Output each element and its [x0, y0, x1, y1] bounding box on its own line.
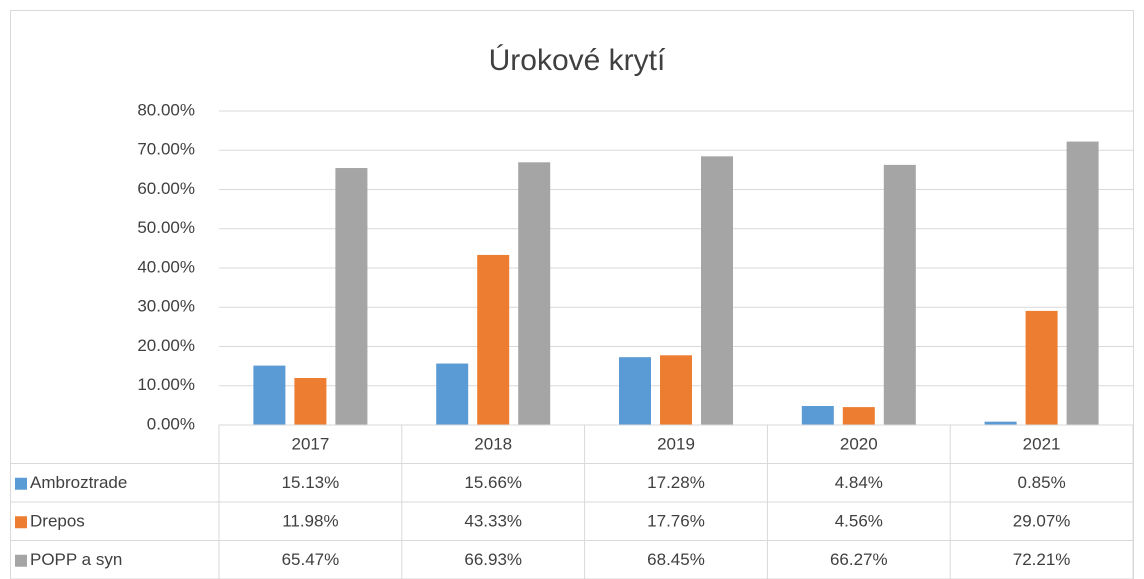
y-tick-label: 30.00%	[137, 297, 195, 316]
table-cell: 68.45%	[647, 550, 705, 569]
table-cell: 29.07%	[1013, 512, 1071, 531]
legend-label: Ambroztrade	[30, 473, 127, 492]
y-tick-label: 70.00%	[137, 140, 195, 159]
table-cell: 43.33%	[464, 512, 522, 531]
y-tick-label: 50.00%	[137, 218, 195, 237]
bar	[436, 363, 469, 425]
bar	[335, 168, 368, 425]
legend-label: POPP a syn	[30, 550, 122, 569]
bar	[701, 156, 733, 426]
table-cell: 11.98%	[282, 512, 338, 531]
table-cell: 4.84%	[835, 473, 883, 492]
legend-swatch	[15, 477, 27, 490]
chart-title: Úrokové krytí	[489, 44, 666, 77]
table-cell: 66.93%	[464, 550, 522, 569]
bar	[801, 406, 834, 425]
x-tick-label: 2018	[474, 435, 512, 454]
x-tick-label: 2020	[840, 435, 878, 454]
table-cell: 17.28%	[647, 473, 705, 492]
y-tick-label: 80.00%	[137, 100, 195, 119]
bar	[253, 365, 286, 425]
bar	[842, 407, 875, 425]
table-cell: 72.21%	[1013, 550, 1071, 569]
x-tick-label: 2017	[291, 435, 329, 454]
table-cell: 0.85%	[1017, 473, 1065, 492]
table-cell: 15.66%	[464, 473, 522, 492]
legend-swatch	[15, 554, 27, 567]
table-cell: 17.76%	[647, 512, 705, 531]
bar	[883, 164, 916, 425]
bar	[294, 377, 327, 425]
y-tick-label: 10.00%	[137, 375, 195, 394]
y-tick-label: 0.00%	[147, 414, 195, 433]
x-tick-label: 2021	[1023, 435, 1061, 454]
chart-border	[10, 10, 1134, 579]
y-tick-label: 20.00%	[137, 336, 195, 355]
table-cell: 65.47%	[282, 550, 340, 569]
legend-label: Drepos	[30, 512, 85, 531]
legend-swatch	[15, 516, 27, 529]
table-cell: 15.13%	[282, 473, 340, 492]
y-tick-label: 40.00%	[137, 257, 195, 276]
bar	[1025, 310, 1058, 425]
x-tick-label: 2019	[657, 435, 695, 454]
bar	[619, 357, 651, 425]
y-tick-label: 60.00%	[137, 179, 195, 198]
table-cell: 66.27%	[830, 550, 888, 569]
bar	[518, 162, 551, 425]
bar	[984, 421, 1017, 425]
bar	[660, 355, 692, 425]
table-cell: 4.56%	[835, 512, 883, 531]
bar	[1066, 141, 1099, 425]
bar	[477, 254, 510, 425]
